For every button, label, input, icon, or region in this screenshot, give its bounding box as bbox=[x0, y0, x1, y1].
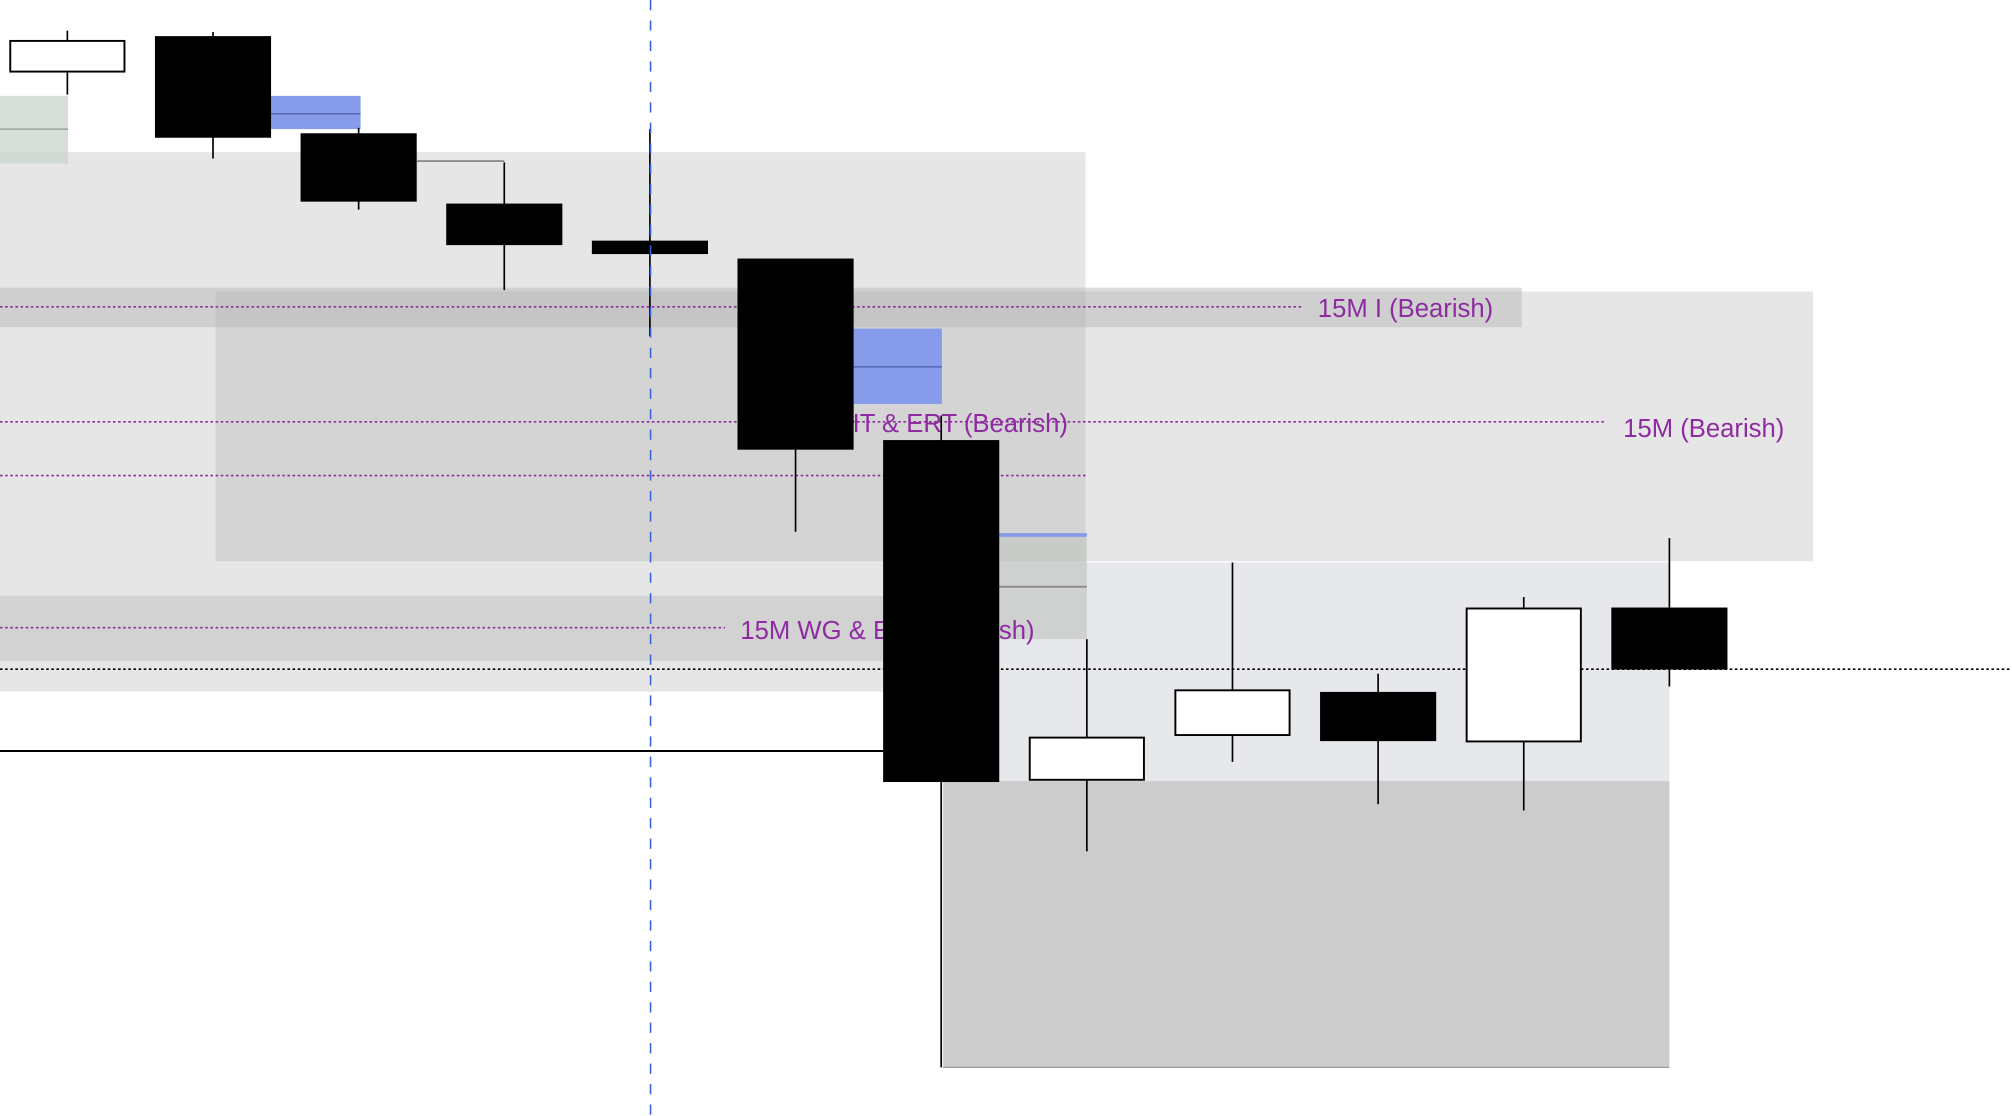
candle-bullish bbox=[1174, 689, 1291, 737]
candle-bullish bbox=[9, 39, 126, 73]
fvg-3-gray bbox=[998, 536, 1087, 640]
candle-bullish bbox=[1028, 736, 1145, 781]
candle-bearish bbox=[737, 258, 854, 450]
zone-15m bbox=[1085, 291, 1814, 562]
fvg-1 bbox=[270, 95, 361, 130]
zone-label-15m: 15M (Bearish) bbox=[1623, 415, 1784, 443]
candle-bearish bbox=[446, 203, 563, 246]
zone-gray-lower bbox=[943, 781, 1670, 1068]
candle-bullish bbox=[1465, 607, 1582, 743]
candle-bearish bbox=[883, 440, 1000, 783]
fvg-3 bbox=[998, 533, 1087, 537]
candle-bearish bbox=[154, 36, 272, 138]
candle-bearish bbox=[300, 133, 417, 202]
candle-bearish bbox=[1320, 691, 1437, 742]
candle-bearish bbox=[1611, 607, 1728, 670]
candles-layer bbox=[9, 30, 1728, 1068]
zone-label-15m-i: 15M I (Bearish) bbox=[1318, 295, 1493, 323]
